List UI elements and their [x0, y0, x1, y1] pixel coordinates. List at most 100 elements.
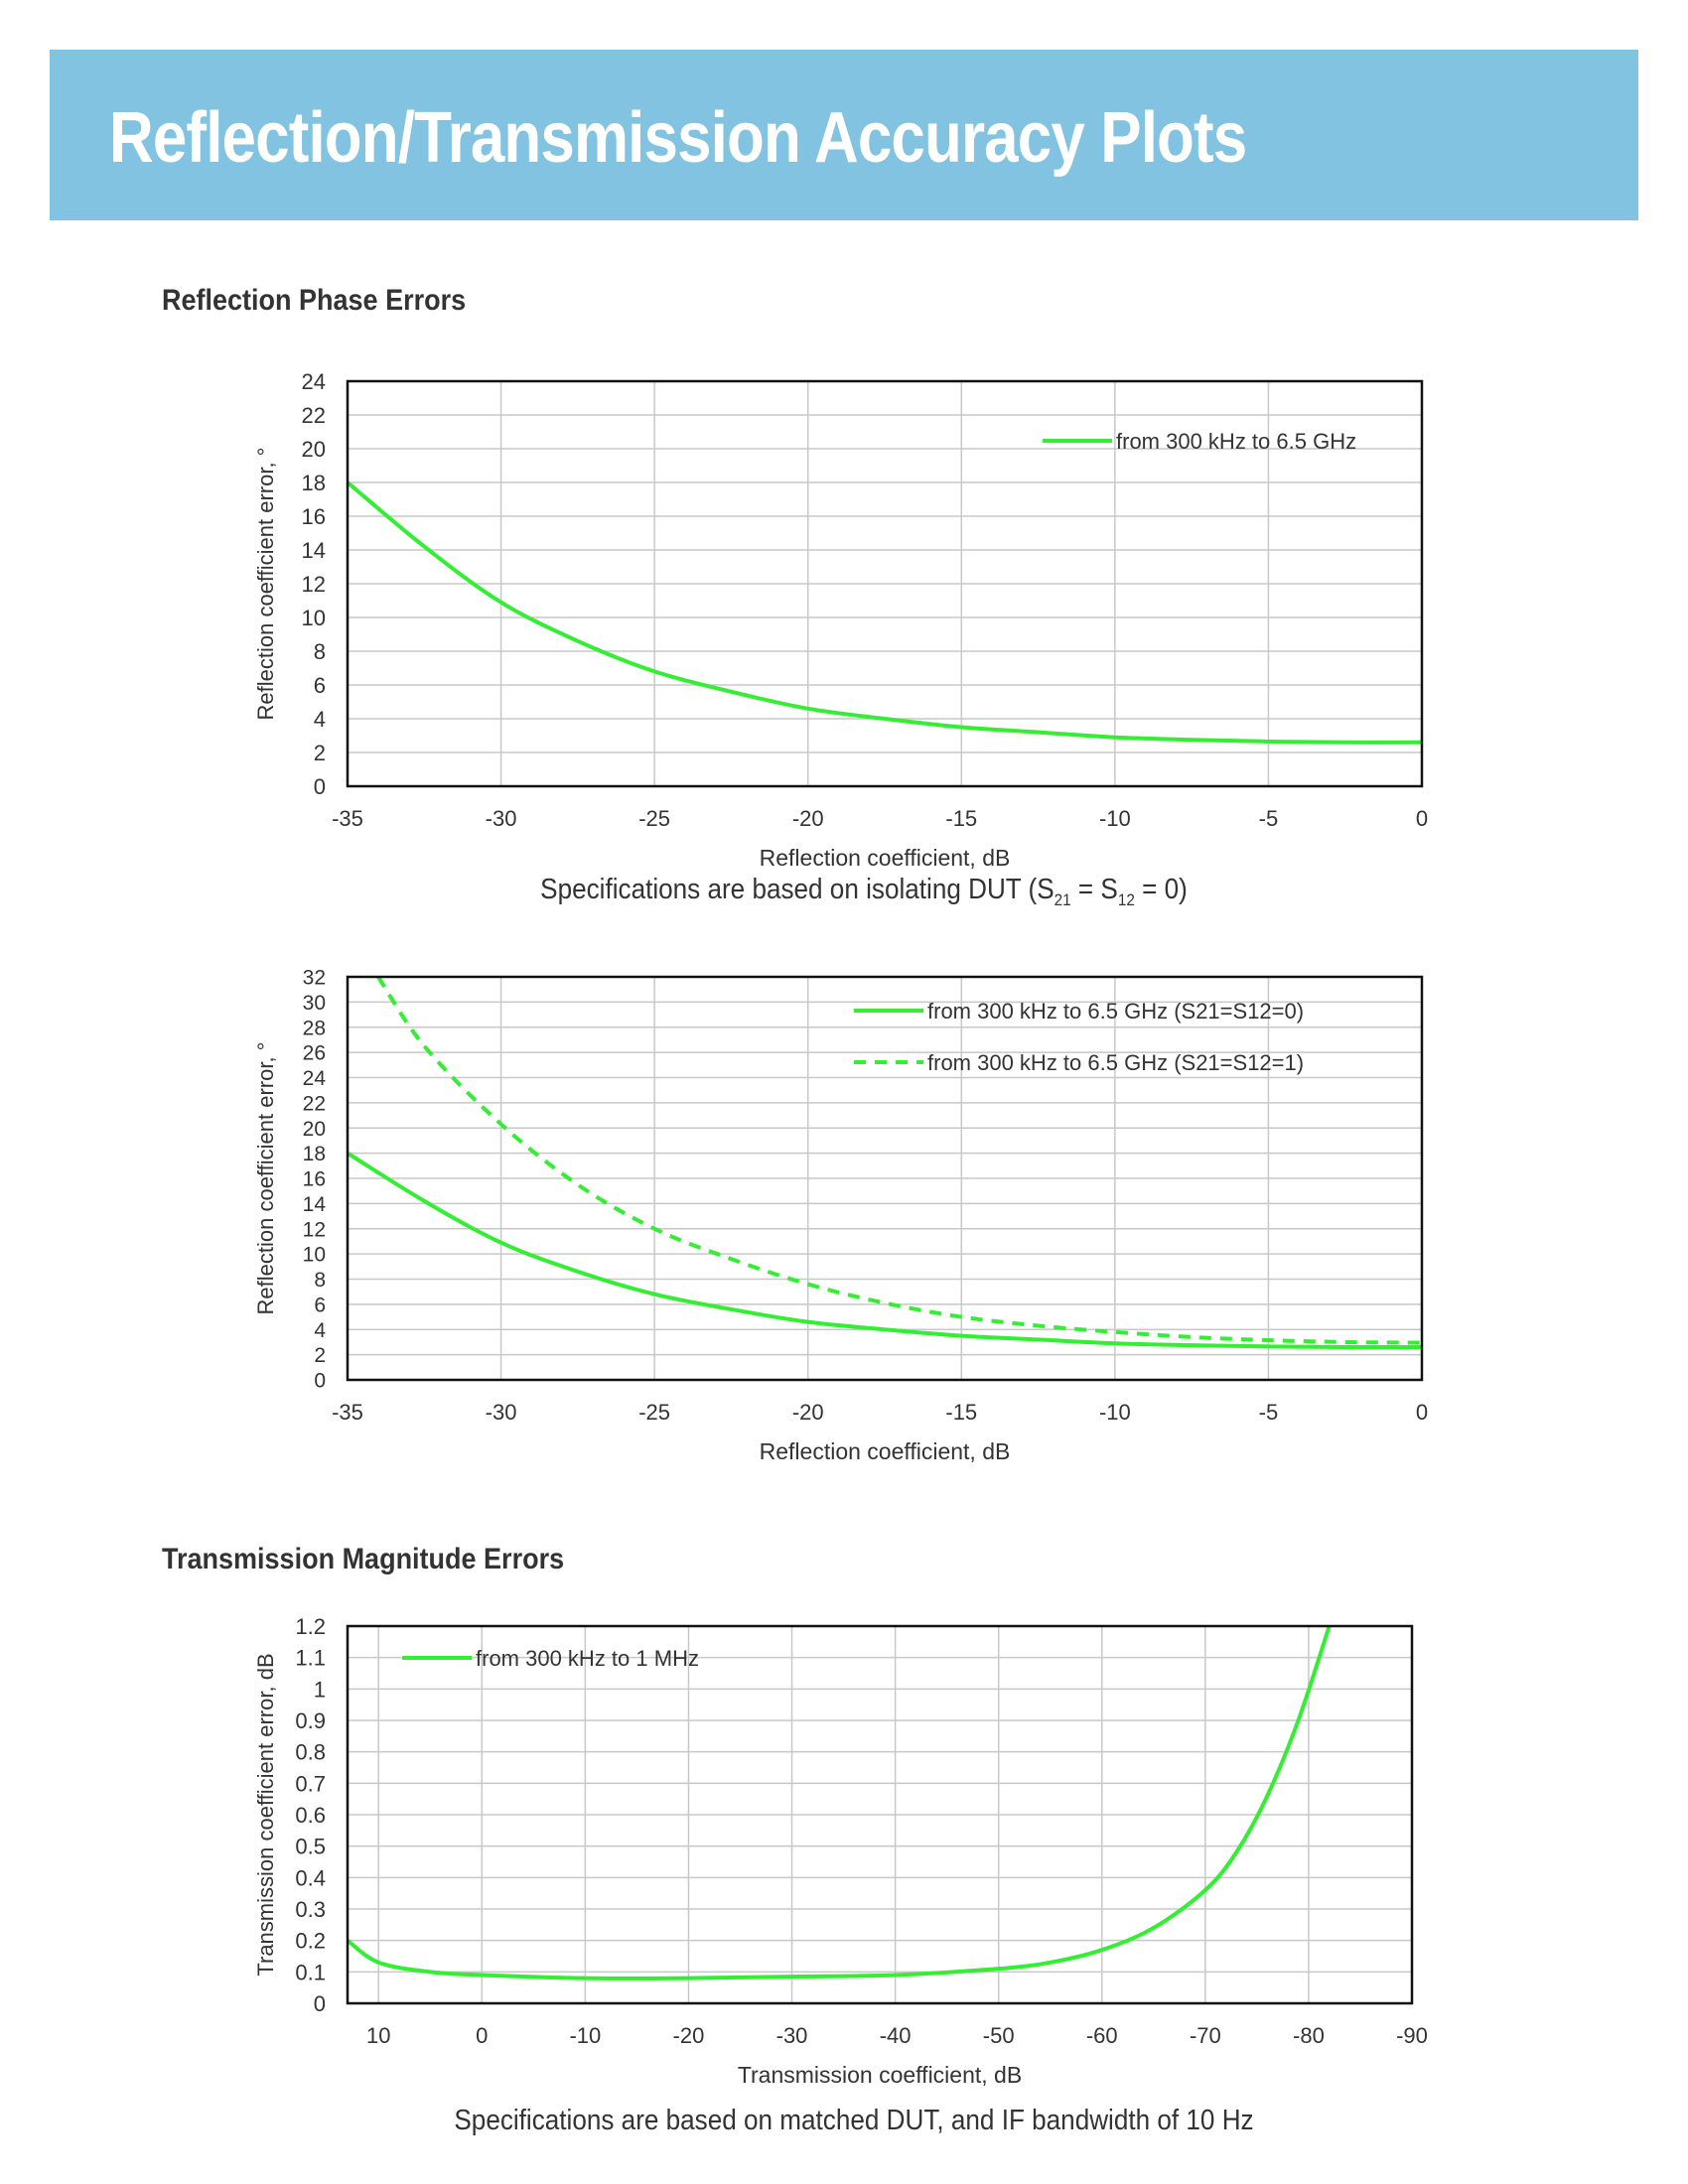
x-tick-label: -15: [945, 806, 977, 831]
x-axis-label: Reflection coefficient, dB: [760, 845, 1011, 871]
x-tick-label: -5: [1259, 1400, 1279, 1425]
y-tick-label: 14: [303, 1193, 327, 1216]
caption-mid: = S: [1070, 874, 1118, 905]
y-tick-label: 10: [302, 606, 326, 630]
y-axis-label: Reflection coefficient error, °: [253, 448, 278, 721]
caption-sub2: 12: [1117, 889, 1135, 909]
y-tick-label: 12: [303, 1218, 326, 1241]
y-tick-label: 6: [314, 1294, 326, 1316]
x-tick-label: -60: [1086, 2023, 1118, 2048]
y-tick-label: 26: [303, 1042, 326, 1065]
series-line-2: [376, 977, 1422, 1345]
x-tick-label: -20: [673, 2023, 705, 2048]
series-line-1: [348, 1626, 1332, 1980]
x-tick-label: 10: [366, 2023, 390, 2048]
y-axis-label: Transmission coefficient error, dB: [253, 1653, 278, 1976]
y-tick-label: 28: [303, 1017, 326, 1039]
x-tick-label: -90: [1396, 2023, 1428, 2048]
y-tick-label: 22: [303, 1092, 326, 1115]
y-tick-label: 8: [314, 1269, 326, 1292]
y-tick-label: 0.7: [295, 1771, 326, 1796]
y-tick-label: 32: [303, 967, 326, 990]
reflection-phase-title: Reflection Phase Errors: [162, 284, 467, 317]
y-tick-label: 0.3: [295, 1897, 326, 1922]
y-tick-label: 12: [302, 572, 326, 597]
x-tick-label: 0: [1416, 1400, 1428, 1425]
legend-label-1: from 300 kHz to 1 MHz: [476, 1646, 699, 1671]
y-tick-label: 20: [303, 1118, 326, 1141]
y-tick-label: 16: [303, 1168, 326, 1191]
x-tick-label: 0: [476, 2023, 488, 2048]
x-tick-label: -35: [332, 806, 363, 831]
x-tick-label: -10: [1099, 806, 1131, 831]
title-banner: Reflection/Transmission Accuracy Plots: [50, 50, 1638, 220]
caption-suffix: = 0): [1134, 874, 1188, 905]
x-tick-label: -10: [1099, 1400, 1131, 1425]
legend-label-2: from 300 kHz to 6.5 GHz (S21=S12=1): [927, 1050, 1304, 1075]
reflection-caption: Specifications are based on isolating DU…: [462, 874, 1266, 910]
y-tick-label: 1.1: [295, 1646, 326, 1671]
x-tick-label: -70: [1190, 2023, 1221, 2048]
y-tick-label: 4: [314, 707, 326, 732]
x-tick-label: -35: [332, 1400, 363, 1425]
y-tick-label: 0.1: [295, 1960, 326, 1984]
y-tick-label: 10: [303, 1244, 326, 1267]
x-tick-label: -30: [776, 2023, 808, 2048]
x-tick-label: -25: [638, 806, 670, 831]
y-tick-label: 4: [314, 1319, 326, 1342]
y-axis-label: Reflection coefficient error, °: [253, 1042, 278, 1315]
plot-frame: [346, 379, 1424, 788]
transmission-caption: Specifications are based on matched DUT,…: [454, 2105, 1254, 2136]
y-tick-label: 8: [314, 639, 326, 664]
x-tick-label: -20: [792, 1400, 824, 1425]
legend-label-1: from 300 kHz to 6.5 GHz (S21=S12=0): [927, 999, 1304, 1024]
y-tick-label: 24: [303, 1067, 327, 1090]
plot-frame: [346, 975, 1424, 1382]
y-tick-label: 0.4: [295, 1865, 326, 1890]
y-tick-label: 0.6: [295, 1803, 326, 1828]
y-tick-label: 18: [302, 471, 326, 495]
x-tick-label: -5: [1259, 806, 1279, 831]
y-tick-label: 2: [314, 741, 326, 765]
y-tick-label: 16: [302, 504, 326, 529]
y-tick-label: 0: [314, 774, 326, 799]
x-tick-label: 0: [1416, 806, 1428, 831]
x-axis-label: Reflection coefficient, dB: [760, 1438, 1011, 1464]
y-tick-label: 1.2: [295, 1614, 326, 1639]
x-tick-label: -30: [486, 1400, 517, 1425]
grid-lines: [348, 1625, 1413, 2004]
y-tick-label: 0.9: [295, 1708, 326, 1733]
x-tick-label: -50: [983, 2023, 1015, 2048]
series-line-1: [348, 480, 1422, 745]
y-tick-label: 0.2: [295, 1929, 326, 1954]
y-tick-label: 2: [314, 1344, 326, 1367]
y-tick-label: 18: [303, 1143, 326, 1165]
x-tick-label: -10: [569, 2023, 601, 2048]
y-tick-label: 14: [302, 538, 326, 563]
series-line-1: [348, 1151, 1422, 1350]
plot-frame: [346, 1624, 1414, 2005]
x-tick-label: -80: [1293, 2023, 1325, 2048]
caption-sub1: 21: [1054, 889, 1071, 909]
y-tick-label: 20: [302, 437, 326, 462]
transmission-magnitude-title: Transmission Magnitude Errors: [162, 1543, 565, 1575]
caption-prefix: Specifications are based on isolating DU…: [540, 874, 1055, 905]
page-title: Reflection/Transmission Accuracy Plots: [109, 98, 1247, 178]
y-tick-label: 0: [314, 1370, 326, 1393]
y-tick-label: 0.5: [295, 1835, 326, 1859]
y-tick-label: 0: [314, 1991, 326, 2016]
y-tick-label: 24: [302, 369, 326, 394]
y-tick-label: 6: [314, 673, 326, 698]
transmission-magnitude-chart: 0 0.1 0.2 0.3 0.4 0.5 0.6 0.7 0.8 0.9 1 1.1 1.2 10 0 -1…: [253, 1614, 1428, 2088]
grid-lines: [347, 976, 1423, 1381]
y-tick-label: 0.8: [295, 1740, 326, 1765]
y-tick-label: 1: [314, 1677, 326, 1702]
x-tick-label: -30: [486, 806, 517, 831]
x-tick-label: -40: [880, 2023, 912, 2048]
x-axis-label: Transmission coefficient, dB: [738, 2062, 1022, 2088]
x-tick-label: -20: [792, 806, 824, 831]
y-tick-label: 22: [302, 403, 326, 428]
x-tick-label: -25: [638, 1400, 670, 1425]
